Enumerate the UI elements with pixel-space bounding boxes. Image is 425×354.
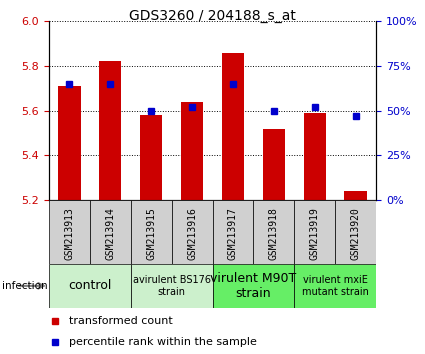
Bar — [131, 264, 212, 308]
Bar — [140, 115, 162, 200]
Bar — [344, 191, 367, 200]
Bar — [263, 129, 285, 200]
Bar — [49, 264, 131, 308]
Bar — [294, 264, 376, 308]
Text: transformed count: transformed count — [68, 316, 172, 326]
Bar — [49, 200, 90, 264]
Bar — [335, 200, 376, 264]
Text: avirulent BS176
strain: avirulent BS176 strain — [133, 275, 211, 297]
Bar — [222, 52, 244, 200]
Bar — [181, 102, 203, 200]
Text: percentile rank within the sample: percentile rank within the sample — [68, 337, 256, 348]
Text: GSM213917: GSM213917 — [228, 207, 238, 259]
Text: virulent mxiE
mutant strain: virulent mxiE mutant strain — [302, 275, 368, 297]
Text: virulent M90T
strain: virulent M90T strain — [210, 272, 297, 300]
Bar — [58, 86, 81, 200]
Bar — [90, 200, 131, 264]
Bar — [303, 113, 326, 200]
Bar — [131, 200, 172, 264]
Text: GSM213914: GSM213914 — [105, 207, 115, 259]
Bar — [212, 200, 253, 264]
Text: GSM213916: GSM213916 — [187, 207, 197, 259]
Text: GSM213913: GSM213913 — [64, 207, 74, 259]
Bar — [294, 200, 335, 264]
Bar — [253, 200, 294, 264]
Bar — [99, 62, 122, 200]
Text: GSM213918: GSM213918 — [269, 207, 279, 259]
Text: control: control — [68, 279, 111, 292]
Text: GSM213919: GSM213919 — [310, 207, 320, 259]
Text: GSM213920: GSM213920 — [351, 207, 361, 259]
Bar — [172, 200, 212, 264]
Text: infection: infection — [2, 281, 48, 291]
Bar — [212, 264, 294, 308]
Text: GDS3260 / 204188_s_at: GDS3260 / 204188_s_at — [129, 9, 296, 23]
Text: GSM213915: GSM213915 — [146, 207, 156, 259]
